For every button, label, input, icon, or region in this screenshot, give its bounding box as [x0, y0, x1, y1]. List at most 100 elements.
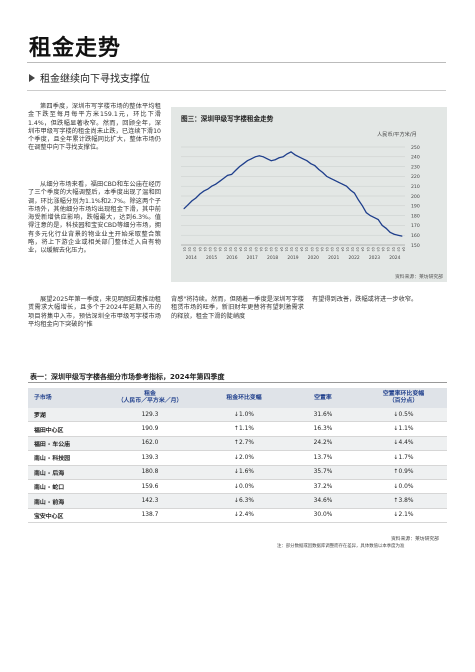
cell-rent-change: ↑1.1% — [202, 421, 286, 437]
data-point — [183, 208, 185, 210]
quarter-tick-label: Q1 — [183, 247, 187, 252]
chart-source: 资料来源：莱坊研究部 — [395, 275, 443, 280]
section-subheading: 租金继续向下寻找支撑位 — [29, 70, 150, 85]
cell-rent: 159.6 — [98, 479, 202, 495]
cell-vacancy: 24.2% — [286, 436, 360, 452]
data-point — [231, 173, 233, 175]
data-point — [401, 235, 403, 237]
paragraph-2: 从细分市场来看，福田CBD和车公庙在经历了三个季度的大幅调整后，本季度出现了温和… — [28, 181, 161, 255]
cell-market: 南山 - 科技园 — [28, 450, 98, 466]
data-point — [338, 181, 340, 183]
quarter-tick-label: Q2 — [188, 247, 192, 252]
quarter-tick-label: Q2 — [351, 247, 355, 252]
cell-market: 罗湖 — [28, 408, 98, 423]
cell-rent: 138.7 — [98, 508, 202, 524]
data-point — [322, 171, 324, 173]
cell-rent-change: ↓2.4% — [202, 508, 286, 524]
quarter-tick-label: Q2 — [208, 247, 212, 252]
quarter-tick-label: Q2 — [269, 247, 273, 252]
year-tick-label: 2014 — [186, 255, 197, 261]
quarter-tick-label: Q3 — [315, 247, 319, 252]
y-tick-label: 180 — [411, 213, 420, 219]
cell-vacancy: 35.7% — [286, 465, 360, 480]
title-divider — [27, 62, 446, 63]
data-point — [215, 183, 217, 185]
quarter-tick-label: Q3 — [396, 247, 400, 252]
quarter-tick-label: Q1 — [305, 247, 309, 252]
cell-vacancy-change: ↑0.9% — [360, 465, 447, 480]
data-point — [219, 180, 221, 182]
data-point — [286, 153, 288, 155]
paragraph-1: 第四季度，深圳市写字楼市场的整体平均租金下跌至每月每平方米159.1元，环比下滑… — [28, 103, 161, 152]
page-title: 租金走势 — [29, 36, 122, 61]
header-rent: 租金 （人民币／平方米／月） — [98, 388, 202, 408]
data-point — [203, 190, 205, 192]
quarter-tick-label: Q1 — [223, 247, 227, 252]
data-point — [223, 177, 225, 179]
paragraph-5: 有望得到改善，跌幅或将进一步收窄。 — [312, 296, 418, 303]
cell-rent: 129.3 — [98, 408, 202, 423]
quarter-tick-label: Q3 — [274, 247, 278, 252]
rent-series-line — [183, 151, 403, 237]
cell-rent-change: ↓0.0% — [202, 479, 286, 495]
triangle-marker-icon — [29, 73, 35, 82]
data-point — [207, 188, 209, 190]
data-point — [342, 183, 344, 185]
cell-market: 南山 - 后海 — [28, 465, 98, 480]
table-row: 南山 - 蛇口 159.6 ↓0.0% 37.2% ↓0.0% — [28, 479, 447, 495]
data-point — [314, 165, 316, 167]
cell-vacancy-change: ↓1.1% — [360, 421, 447, 437]
quarter-tick-label: Q4 — [259, 247, 263, 252]
cell-rent: 162.0 — [98, 436, 202, 452]
quarter-tick-label: Q2 — [371, 247, 375, 252]
quarter-tick-label: Q1 — [325, 247, 329, 252]
quarter-tick-label: Q2 — [391, 247, 395, 252]
y-tick-label: 170 — [411, 223, 420, 229]
year-tick-label: 2015 — [206, 255, 217, 261]
cell-vacancy-change: ↓4.4% — [360, 436, 447, 452]
cell-market: 南山 - 蛇口 — [28, 479, 98, 495]
data-point — [381, 224, 383, 226]
data-point — [258, 155, 260, 157]
data-point — [385, 227, 387, 229]
quarter-tick-label: Q4 — [279, 247, 283, 252]
data-point — [191, 200, 193, 202]
data-point — [282, 156, 284, 158]
paragraph-3: 展望2025年第一季度，来见明朗因素推动租赁需求大幅增长，且多个于2024年延期… — [28, 296, 161, 328]
y-tick-label: 210 — [411, 184, 420, 190]
y-tick-label: 250 — [411, 145, 420, 151]
table-row: 南山 - 前海 142.3 ↓6.3% 34.6% ↑3.8% — [28, 493, 447, 509]
table-note: 注：部分数据或因数据库调整而存在差异，具体数值以本季度为准 — [277, 544, 405, 549]
data-point — [238, 166, 240, 168]
data-point — [278, 157, 280, 159]
y-tick-label: 220 — [411, 174, 420, 180]
data-point — [242, 163, 244, 165]
quarter-tick-label: Q1 — [264, 247, 268, 252]
data-point — [361, 205, 363, 207]
table-row: 南山 - 科技园 139.3 ↓2.0% 13.7% ↓1.7% — [28, 450, 447, 466]
data-point — [294, 154, 296, 156]
data-point — [195, 197, 197, 199]
quarter-tick-label: Q3 — [356, 247, 360, 252]
quarter-tick-label: Q3 — [376, 247, 380, 252]
quarter-tick-label: Q1 — [203, 247, 207, 252]
data-point — [318, 169, 320, 171]
data-point — [397, 234, 399, 236]
cell-rent-change: ↑2.7% — [202, 436, 286, 452]
data-point — [211, 185, 213, 187]
data-point — [254, 156, 256, 158]
quarter-tick-label: Q1 — [366, 247, 370, 252]
data-point — [199, 193, 201, 195]
header-market: 子市场 — [28, 388, 98, 408]
chart-unit-label: 人民币/平方米/月 — [377, 132, 417, 138]
chart-title: 图三：深圳甲级写字楼租金走势 — [181, 115, 274, 123]
cell-vacancy: 37.2% — [286, 479, 360, 495]
year-tick-label: 2018 — [267, 255, 278, 261]
quarter-tick-label: Q1 — [386, 247, 390, 252]
header-vacancy: 空置率 — [286, 388, 360, 408]
quarter-tick-label: Q1 — [345, 247, 349, 252]
cell-rent-change: ↓2.0% — [202, 450, 286, 466]
quarter-tick-label: Q4 — [218, 247, 222, 252]
year-tick-label: 2024 — [389, 255, 400, 261]
